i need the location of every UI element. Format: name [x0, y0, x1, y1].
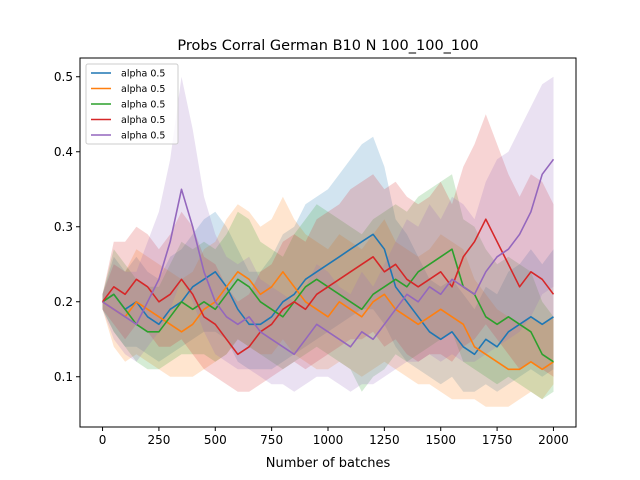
x-tick-label: 0: [99, 433, 107, 447]
x-tick-label: 250: [147, 433, 170, 447]
x-tick-label: 1750: [482, 433, 513, 447]
y-tick-label: 0.3: [54, 220, 73, 234]
series-4-line: [101, 218, 555, 356]
legend-label: alpha 0.5: [121, 100, 165, 111]
x-tick-label: 750: [260, 433, 283, 447]
y-tick-label: 0.4: [54, 145, 73, 159]
series-5-band: [102, 76, 554, 392]
series-4-band: [102, 114, 554, 392]
y-tick-label: 0.1: [54, 370, 73, 384]
x-axis-ticks: 0 250 500 750 1000 1250 1500 1750 2000: [99, 427, 569, 447]
chart-title: Probs Corral German B10 N 100_100_100: [177, 38, 478, 54]
x-tick-label: 2000: [538, 433, 569, 447]
legend-label: alpha 0.5: [121, 131, 165, 142]
series-5-line: [102, 158, 555, 356]
legend: alpha 0.5 alpha 0.5 alpha 0.5 alpha 0.5 alph…: [85, 63, 179, 145]
y-axis-ticks: 0.1 0.2 0.3 0.4 0.5: [54, 70, 80, 384]
y-tick-label: 0.5: [54, 70, 73, 84]
legend-label: alpha 0.5: [121, 84, 165, 95]
legend-label: alpha 0.5: [121, 69, 165, 80]
series-lines: [101, 158, 555, 371]
legend-label: alpha 0.5: [121, 115, 165, 126]
x-tick-label: 1250: [369, 433, 400, 447]
legend-box: [85, 63, 179, 145]
y-tick-label: 0.2: [54, 295, 73, 309]
x-axis-label: Number of batches: [266, 456, 391, 471]
x-tick-label: 1000: [313, 433, 344, 447]
x-tick-label: 500: [204, 433, 227, 447]
series-2-band: [102, 196, 554, 407]
x-tick-label: 1500: [425, 433, 456, 447]
series-2-line: [102, 270, 554, 371]
